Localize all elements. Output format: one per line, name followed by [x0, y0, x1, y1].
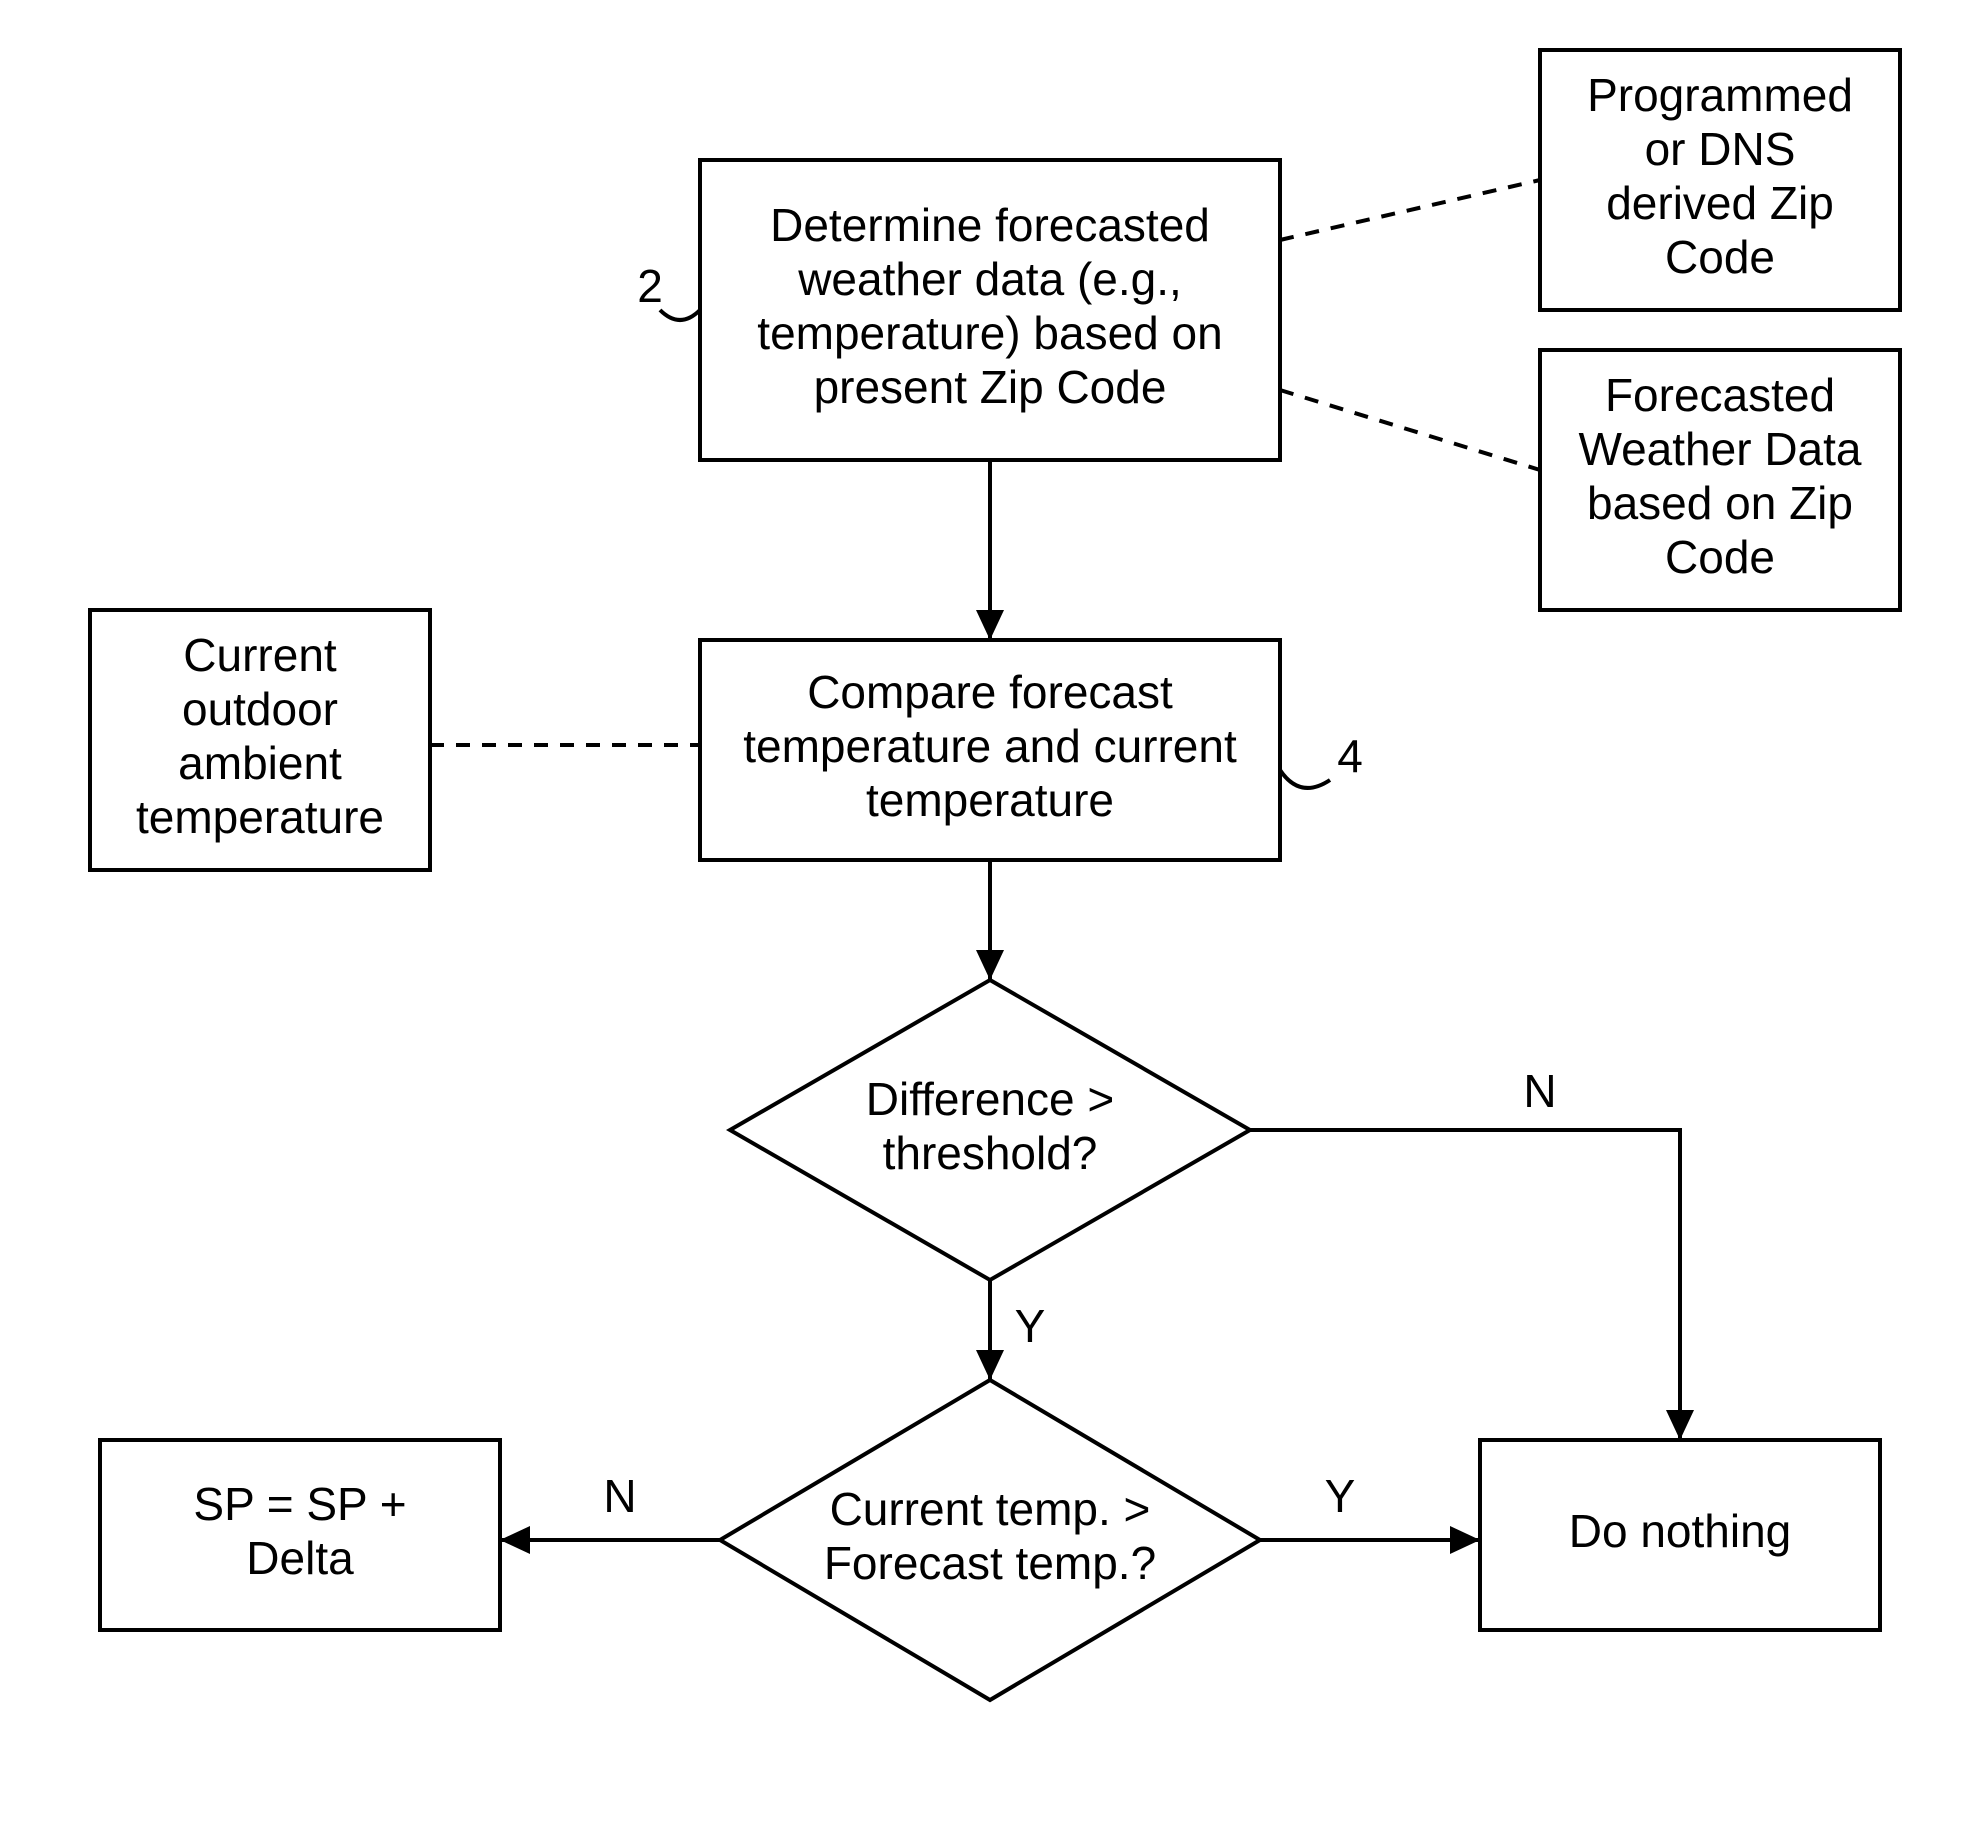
edge-label-8: N [603, 1470, 636, 1522]
edge-arrow-6 [1250, 1130, 1680, 1440]
node-n2-text-line-3: present Zip Code [814, 361, 1167, 413]
node-fwd-text-line-0: Forecasted [1605, 369, 1835, 421]
node-n2-text-line-1: weather data (e.g., [797, 253, 1182, 305]
node-coat-text-line-2: ambient [178, 737, 342, 789]
edge-dashed-0 [1280, 180, 1540, 240]
edge-label-7: Y [1325, 1470, 1356, 1522]
node-n4-text-line-1: temperature and current [743, 720, 1237, 772]
node-coat-text-line-1: outdoor [182, 683, 338, 735]
node-fwd-text-line-1: Weather Data [1579, 423, 1862, 475]
node-zip-text-line-1: or DNS [1645, 123, 1796, 175]
flowchart-canvas: Determine forecastedweather data (e.g.,t… [0, 0, 1968, 1841]
node-d1-text-line-0: Difference > [866, 1073, 1114, 1125]
node-sp-text-line-1: Delta [246, 1532, 354, 1584]
node-n2-text-line-0: Determine forecasted [770, 199, 1210, 251]
node-n4-text-line-2: temperature [866, 774, 1114, 826]
ref-hook-r4 [1280, 770, 1330, 788]
node-zip-text-line-0: Programmed [1587, 69, 1853, 121]
ref-r4: 4 [1337, 730, 1363, 782]
node-fwd-text-line-2: based on Zip [1587, 477, 1853, 529]
node-n4-text-line-0: Compare forecast [807, 666, 1173, 718]
edge-label-6: N [1523, 1065, 1556, 1117]
node-fwd-text-line-3: Code [1665, 531, 1775, 583]
ref-hook-r2 [660, 310, 700, 320]
node-coat-text-line-0: Current [183, 629, 337, 681]
node-dn-text-line-0: Do nothing [1569, 1505, 1792, 1557]
node-zip-text-line-2: derived Zip [1606, 177, 1834, 229]
node-sp-text-line-0: SP = SP + [193, 1478, 406, 1530]
node-n2-text-line-2: temperature) based on [757, 307, 1222, 359]
node-d2-text-line-1: Forecast temp.? [824, 1537, 1156, 1589]
node-coat-text-line-3: temperature [136, 791, 384, 843]
node-zip-text-line-3: Code [1665, 231, 1775, 283]
node-d2-text-line-0: Current temp. > [830, 1483, 1151, 1535]
edge-label-5: Y [1015, 1300, 1046, 1352]
node-d1-text-line-1: threshold? [883, 1127, 1098, 1179]
edge-dashed-1 [1280, 390, 1540, 470]
ref-r2: 2 [637, 260, 663, 312]
